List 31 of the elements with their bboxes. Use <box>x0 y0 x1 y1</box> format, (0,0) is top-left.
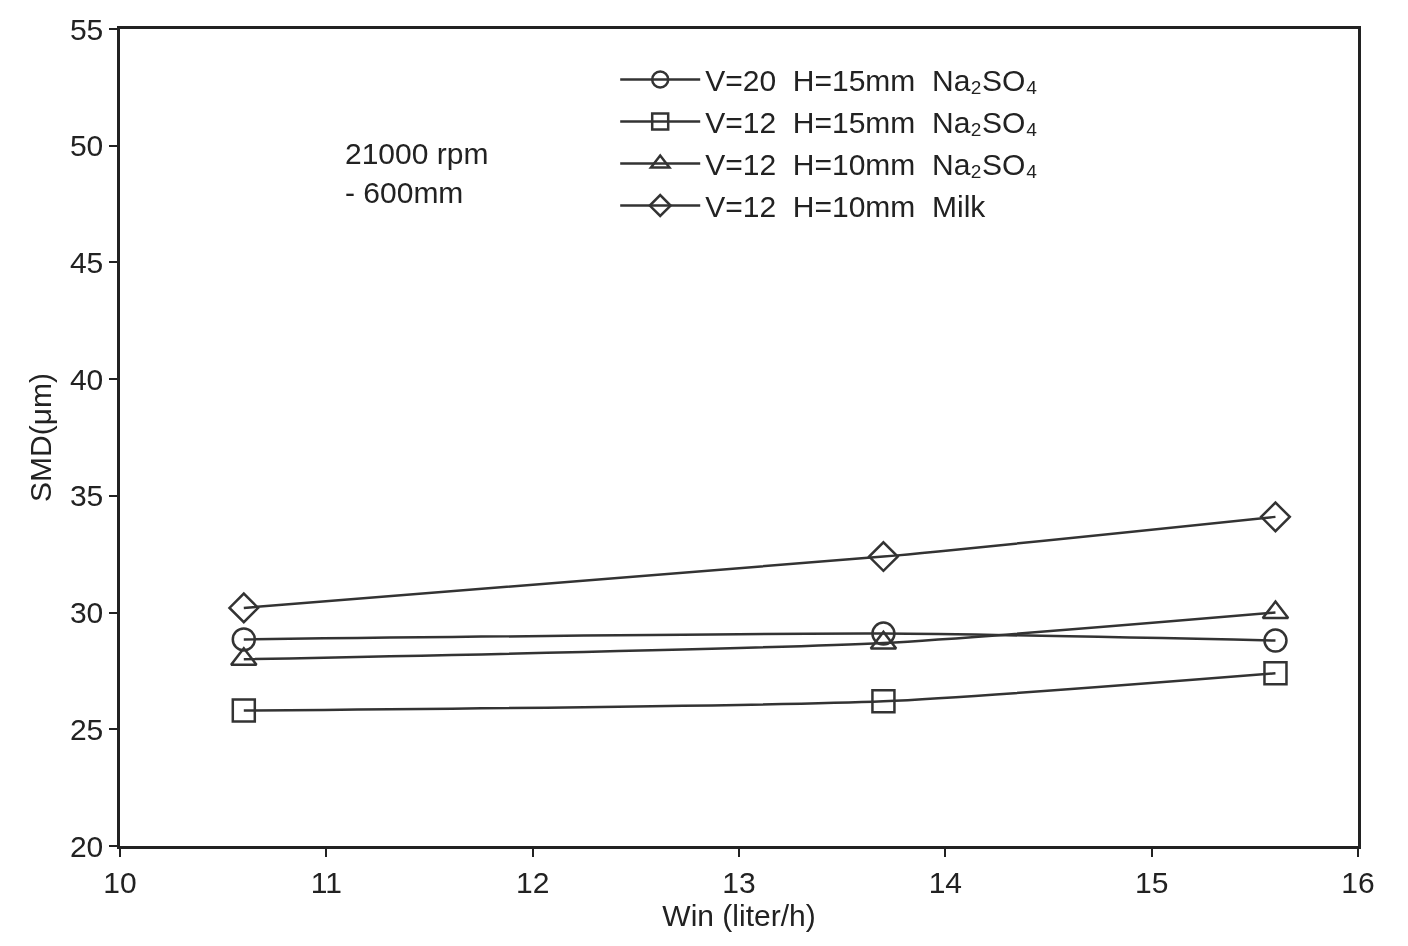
point <box>871 689 896 714</box>
y-tick-label: 50 <box>69 129 104 163</box>
x-tick-label: 12 <box>515 865 550 899</box>
y-tick-label: 25 <box>69 712 104 746</box>
x-tick-label: 11 <box>310 865 342 899</box>
point <box>231 627 257 652</box>
annotation: 21000 rpm - 600mm <box>345 137 489 209</box>
y-tick-label: 40 <box>69 362 104 396</box>
point <box>1263 628 1288 653</box>
x-axis-title: Win (liter/h) <box>662 898 816 932</box>
point <box>1263 661 1288 686</box>
point <box>1259 501 1292 533</box>
legend-label: V=20 H=15mm Na₂SO₄ <box>705 64 1038 98</box>
point <box>867 541 899 573</box>
x-tick-label: 16 <box>1341 865 1375 899</box>
point <box>871 621 896 646</box>
y-tick-label: 45 <box>69 245 104 279</box>
x-tick-label: 13 <box>722 865 756 899</box>
point <box>231 698 257 723</box>
y-tick-label: 55 <box>69 12 104 46</box>
legend-label: V=12 H=10mm Na₂SO₄ <box>705 148 1038 182</box>
x-tick-label: 14 <box>928 865 963 899</box>
y-axis-title: SMD(μm) <box>23 373 57 502</box>
x-tick-label: 10 <box>103 865 137 899</box>
y-tick-label: 35 <box>69 479 104 513</box>
point <box>228 592 260 624</box>
legend-label: V=12 H=10mm Milk <box>705 190 987 224</box>
y-tick-label: 30 <box>69 596 104 630</box>
legend-label: V=12 H=15mm Na₂SO₄ <box>705 106 1038 140</box>
x-tick-label: 15 <box>1134 865 1169 899</box>
y-tick-label: 20 <box>69 829 104 863</box>
